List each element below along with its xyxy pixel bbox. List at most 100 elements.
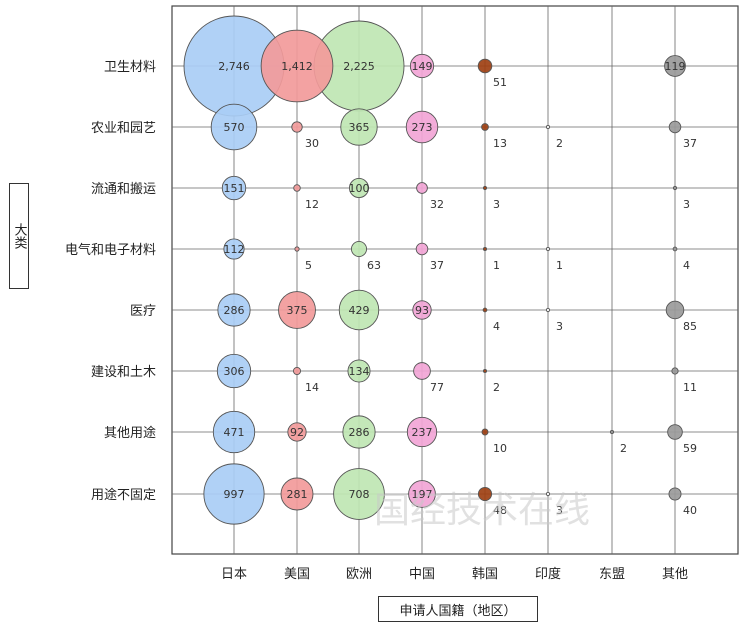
bubble-value-label: 570 [224,121,245,134]
bubble-value-label: 149 [412,60,433,73]
bubble-value-label: 3 [493,198,500,211]
bubble-value-label: 273 [412,121,433,134]
x-tick-label: 其他 [662,567,688,582]
bubble-value-label: 37 [683,137,697,150]
x-axis-title-box: 申请人国籍（地区） [378,596,538,622]
bubble-value-label: 3 [556,320,563,333]
bubble [672,185,678,191]
bubble-value-label: 77 [430,381,444,394]
bubble [350,240,368,258]
bubble-value-label: 63 [367,259,381,272]
bubble [408,480,436,508]
bubble-value-label: 2 [556,137,563,150]
bubble-value-label: 93 [415,304,429,317]
bubble-value-label: 151 [224,182,245,195]
bubble [333,468,385,520]
bubble [291,121,303,133]
x-tick-label: 欧洲 [346,567,372,582]
bubble-value-label: 30 [305,137,319,150]
bubble [294,246,300,252]
bubble-value-label: 14 [305,381,319,394]
bubble-value-label: 32 [430,198,444,211]
bubble [260,29,334,103]
bubble-value-label: 112 [224,243,245,256]
bubble [412,300,432,320]
bubble-value-label: 1 [493,259,500,272]
bubble [203,463,265,525]
bubble [481,428,489,436]
bubble-value-label: 2,746 [218,60,250,73]
x-tick-label: 印度 [535,566,561,582]
bubble [667,424,683,440]
bubble-value-label: 197 [412,488,433,501]
bubble [545,307,551,313]
bubble [482,307,488,313]
bubble-value-label: 92 [290,426,304,439]
bubble [217,293,251,327]
bubble [672,246,678,252]
bubble-value-label: 37 [430,259,444,272]
bubble-value-label: 1,412 [281,60,313,73]
bubble [668,487,682,501]
bubble-value-label: 365 [349,121,370,134]
bubble-value-label: 5 [305,259,312,272]
bubble [665,300,685,320]
bubble-value-label: 375 [287,304,308,317]
y-axis-title-box: 大类 [9,183,29,289]
bubble-value-label: 281 [287,488,308,501]
bubble [278,291,316,329]
bubble [482,368,488,374]
y-tick-label: 用途不固定 [91,487,156,503]
bubble-value-label: 3 [683,198,690,211]
bubble-value-label: 4 [683,259,690,272]
bubble [347,359,371,383]
bubble-value-label: 2 [620,442,627,455]
bubble [416,182,428,194]
bubble [338,289,380,331]
bubble-value-label: 708 [349,488,370,501]
bubble-value-label: 51 [493,76,507,89]
bubble [477,486,493,502]
bubble-value-label: 429 [349,304,370,317]
y-tick-label: 电气和电子材料 [65,242,156,258]
bubble [349,178,369,198]
bubble [405,110,439,144]
bubble-value-label: 286 [224,304,245,317]
x-tick-label: 韩国 [472,567,498,582]
bubble-value-label: 11 [683,381,697,394]
bubble-value-label: 100 [349,182,370,195]
bubble [545,124,551,130]
bubble [221,175,247,201]
bubble-value-label: 119 [665,60,686,73]
bubble [415,242,429,256]
watermark-text: 国经技术在线 [374,490,590,531]
bubble [293,184,301,192]
bubble-value-label: 134 [349,365,370,378]
bubble-value-label: 12 [305,198,319,211]
bubble-value-label: 48 [493,504,507,517]
bubble [292,366,302,376]
bubble [671,367,679,375]
bubble [340,108,378,146]
y-tick-label: 农业和园艺 [91,121,156,136]
bubble [406,416,438,448]
x-tick-label: 中国 [409,567,435,582]
bubble-value-label: 997 [224,488,245,501]
bubble [409,53,435,79]
bubble-value-label: 4 [493,320,500,333]
bubble [280,477,314,511]
bubble-value-label: 13 [493,137,507,150]
bubble-value-label: 2,225 [343,60,375,73]
bubble [212,410,256,454]
y-tick-label: 医疗 [130,304,156,319]
y-tick-label: 流通和搬运 [91,182,156,197]
bubble [545,246,551,252]
bubble [477,58,493,74]
bubble [481,123,489,131]
bubble-value-label: 306 [224,365,245,378]
bubble [216,353,252,389]
bubble-value-label: 237 [412,426,433,439]
bubble [482,185,488,191]
y-tick-label: 其他用途 [104,425,156,441]
plot-frame [171,5,739,555]
